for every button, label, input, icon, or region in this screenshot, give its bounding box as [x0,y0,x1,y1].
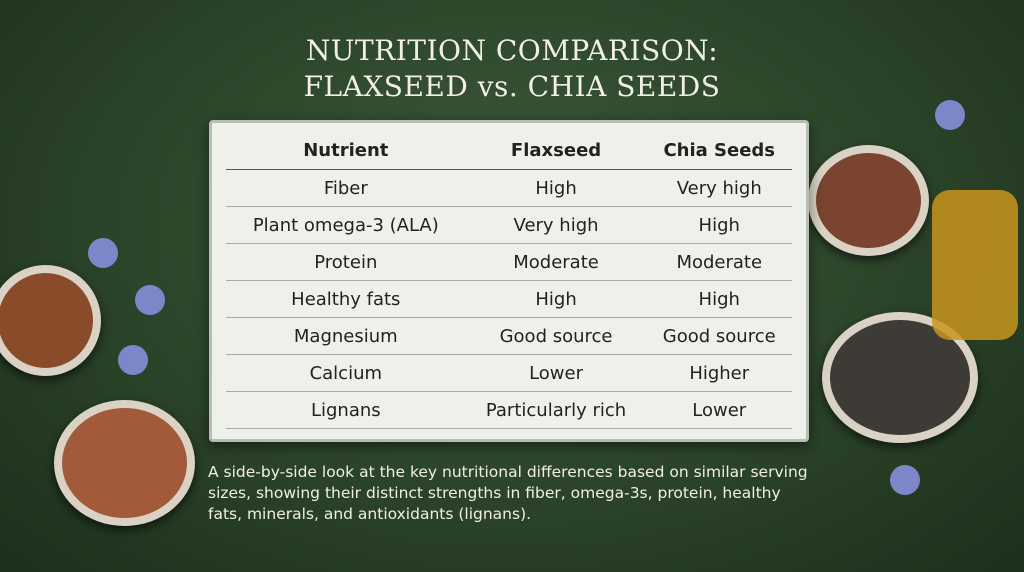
table-row: Protein Moderate Moderate [226,243,792,281]
title: NUTRITION COMPARISON: [305,34,719,67]
header-cell: Chia Seeds [646,131,792,170]
table-cell: Particularly rich [465,391,647,429]
table-cell: Lignans [226,391,466,429]
table-cell: Very high [646,169,792,207]
header-cell: Flaxseed [465,131,647,170]
flower [890,465,920,495]
table-cell: Higher [646,354,792,392]
header-row: Nutrient Flaxseed Chia Seeds [226,131,792,170]
table-cell: Good source [646,317,792,355]
flower [88,238,118,268]
flower [135,285,165,315]
table-row: Fiber High Very high [226,169,792,207]
title: FLAXSEED vs. CHIA SEEDS [303,70,721,103]
table-cell: Protein [226,243,466,281]
table-cell: High [646,206,792,244]
table-row: Plant omega-3 (ALA) Very high High [226,206,792,244]
flower [118,345,148,375]
oil-bottle [932,190,1018,340]
bowl [808,145,929,256]
bowl [54,400,195,526]
table-cell: High [465,169,647,207]
table-cell: Moderate [465,243,647,281]
table-row: Calcium Lower Higher [226,354,792,392]
table-cell: Good source [465,317,647,355]
table-row: Magnesium Good source Good source [226,317,792,355]
table-cell: High [465,280,647,318]
table-cell: Magnesium [226,317,466,355]
table-cell: Very high [465,206,647,244]
table-cell: Plant omega-3 (ALA) [226,206,466,244]
table-cell: Moderate [646,243,792,281]
table-cell: Healthy fats [226,280,466,318]
bowl [0,265,101,376]
flower [935,100,965,130]
table-cell: Lower [646,391,792,429]
table-cell: Lower [465,354,647,392]
table-cell: Calcium [226,354,466,392]
table: Nutrient Flaxseed Chia Seeds Fiber High Very … [226,131,792,429]
header-cell: Nutrient [226,131,466,170]
table-row: Lignans Particularly rich Lower [226,391,792,429]
caption: A side-by-side look at the key nutrition… [208,463,808,523]
table-card: Nutrient Flaxseed Chia Seeds Fiber High Very … [209,120,809,442]
table-cell: High [646,280,792,318]
table-cell: Fiber [226,169,466,207]
table-row: Healthy fats High High [226,280,792,318]
